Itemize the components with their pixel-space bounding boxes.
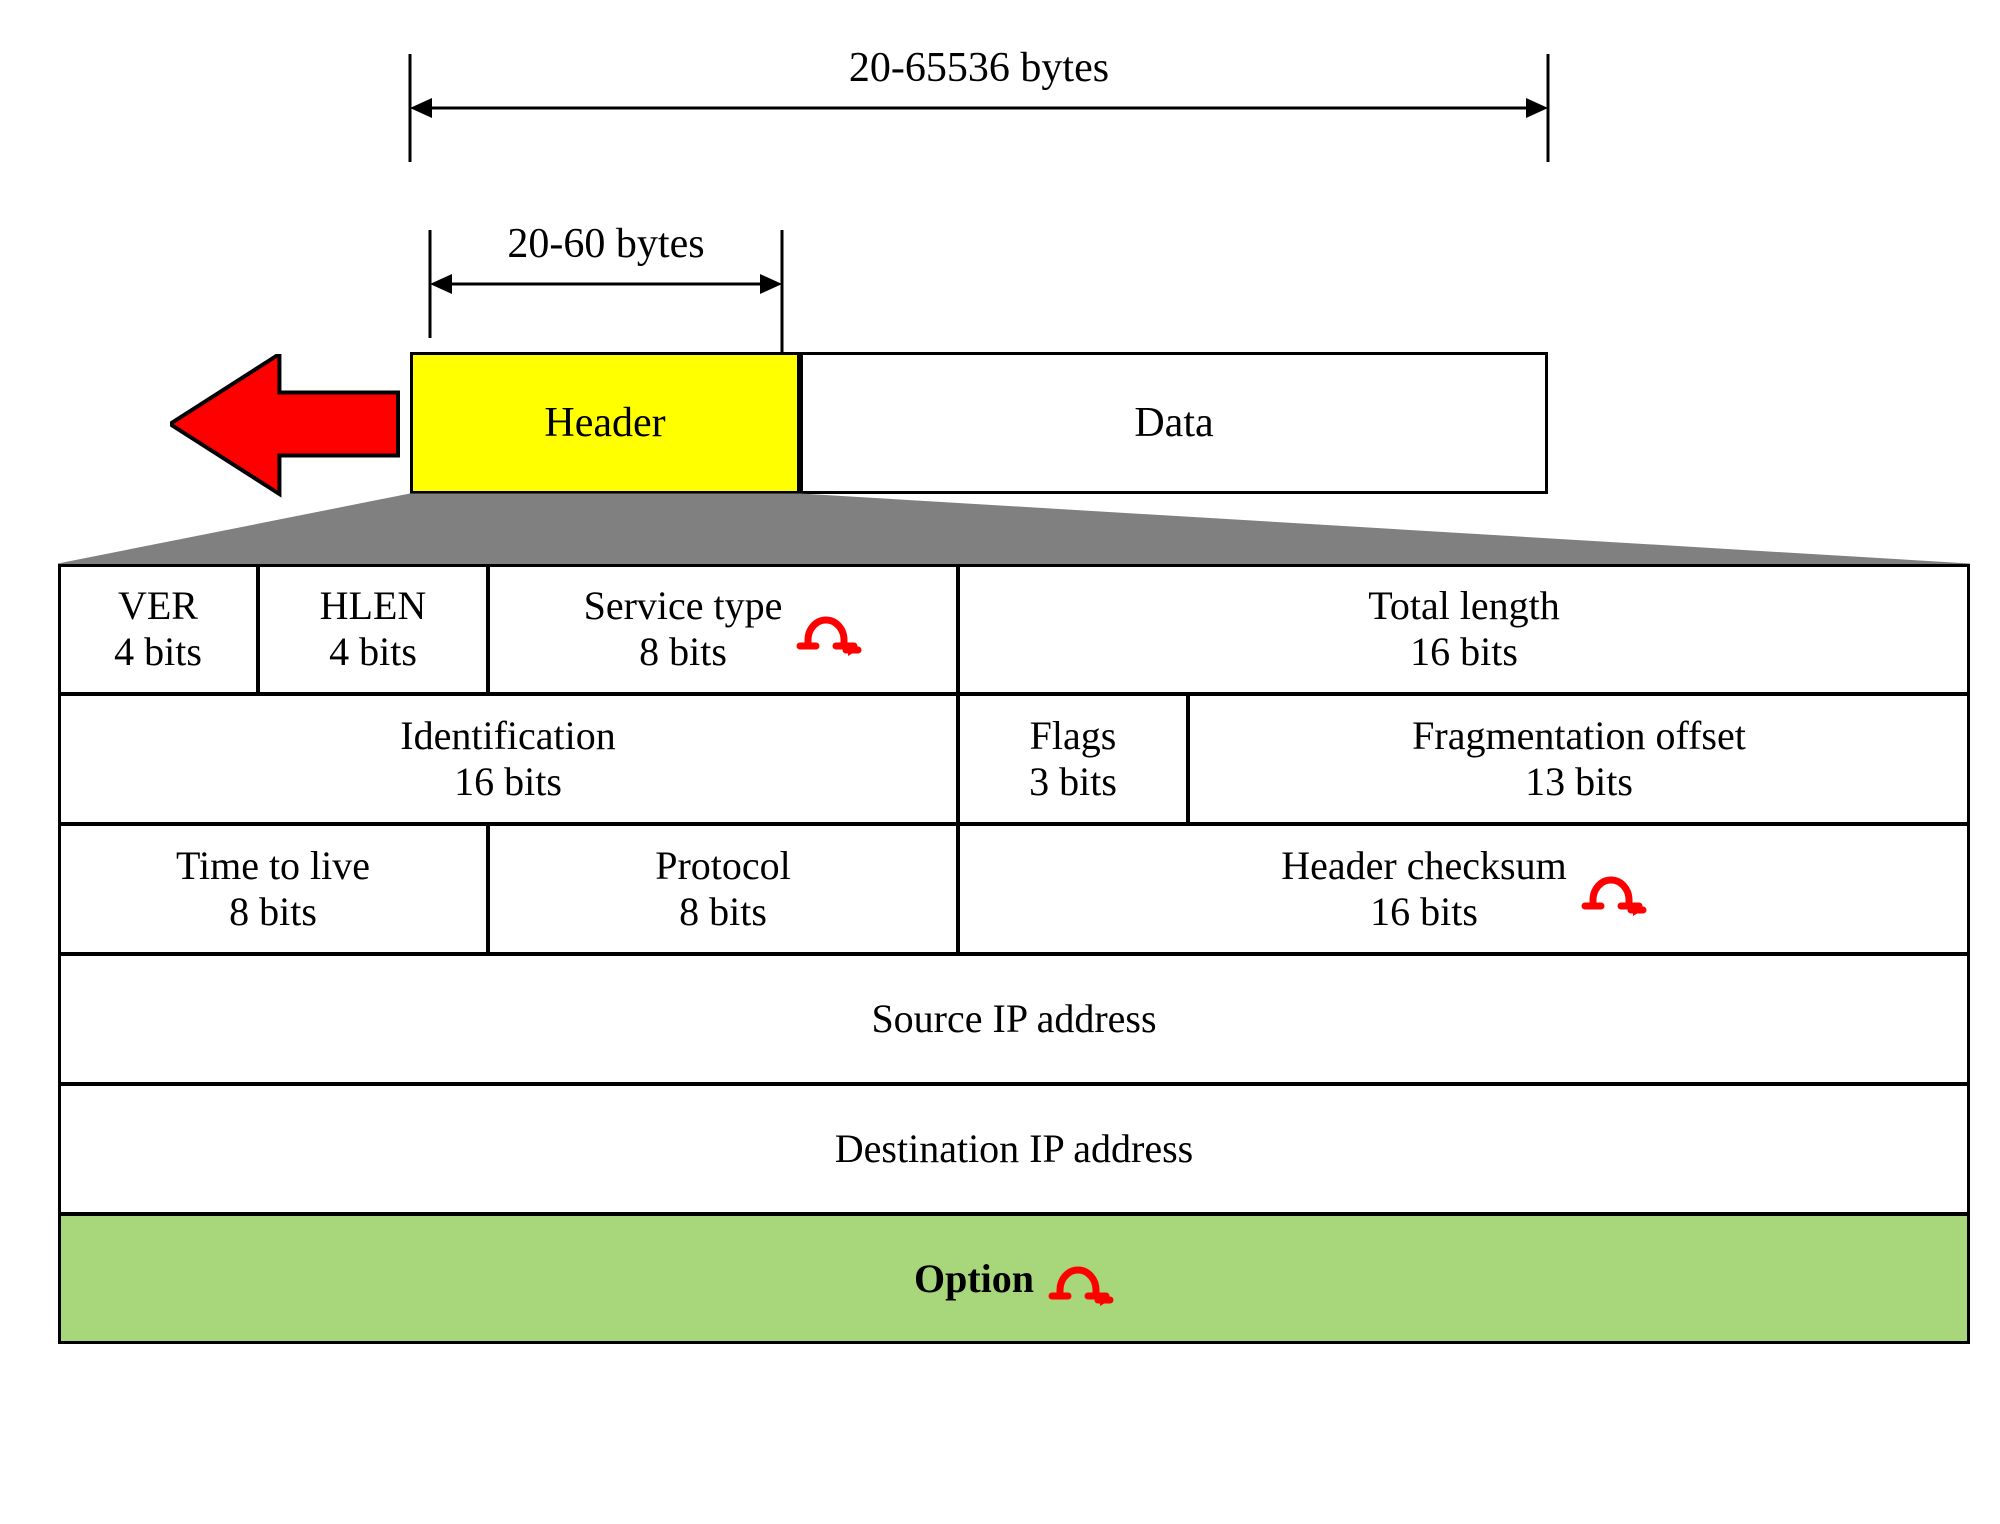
header-field-cell: HLEN4 bits: [258, 564, 488, 694]
field-bits: 13 bits: [1525, 759, 1633, 805]
field-name: Identification: [400, 713, 615, 759]
dim-header-label: 20-60 bytes: [356, 220, 856, 268]
direction-arrow-icon: [170, 354, 408, 504]
field-bits: 16 bits: [1410, 629, 1518, 675]
header-field-cell: Protocol8 bits: [488, 824, 958, 954]
field-bits: 8 bits: [679, 889, 767, 935]
header-field-cell: Option: [58, 1214, 1970, 1344]
header-field-cell: Service type8 bits: [488, 564, 958, 694]
field-name: Destination IP address: [835, 1126, 1193, 1172]
packet-header-box: Header: [410, 352, 800, 494]
header-field-cell: Time to live8 bits: [58, 824, 488, 954]
field-name: Fragmentation offset: [1412, 713, 1746, 759]
field-name: Protocol: [655, 843, 791, 889]
omega-mark-icon: [1048, 1250, 1114, 1308]
packet-data-box: Data: [800, 352, 1548, 494]
header-field-cell: Destination IP address: [58, 1084, 1970, 1214]
header-field-cell: VER4 bits: [58, 564, 258, 694]
header-field-cell: Flags3 bits: [958, 694, 1188, 824]
field-bits: 4 bits: [329, 629, 417, 675]
header-field-cell: Identification16 bits: [58, 694, 958, 824]
header-field-cell: Total length16 bits: [958, 564, 1970, 694]
field-name: Option: [914, 1256, 1034, 1302]
omega-mark-icon: [796, 600, 862, 658]
omega-mark-icon: [1581, 860, 1647, 918]
dim-total-label: 20-65536 bytes: [729, 44, 1229, 92]
field-bits: 4 bits: [114, 629, 202, 675]
field-name: Total length: [1368, 583, 1560, 629]
field-name: Source IP address: [871, 996, 1156, 1042]
header-field-cell: Fragmentation offset13 bits: [1188, 694, 1970, 824]
field-name: Header checksum: [1281, 843, 1566, 889]
field-bits: 3 bits: [1029, 759, 1117, 805]
diagram-canvas: 20-65536 bytes20-60 bytesHeaderDataVER4 …: [0, 0, 2000, 1524]
field-name: Time to live: [176, 843, 370, 889]
field-name: HLEN: [320, 583, 427, 629]
field-name: VER: [118, 583, 198, 629]
field-name: Service type: [584, 583, 783, 629]
header-field-cell: Source IP address: [58, 954, 1970, 1084]
field-bits: 16 bits: [1370, 889, 1478, 935]
field-bits: 16 bits: [454, 759, 562, 805]
header-field-cell: Header checksum16 bits: [958, 824, 1970, 954]
field-bits: 8 bits: [639, 629, 727, 675]
field-name: Flags: [1030, 713, 1117, 759]
field-bits: 8 bits: [229, 889, 317, 935]
